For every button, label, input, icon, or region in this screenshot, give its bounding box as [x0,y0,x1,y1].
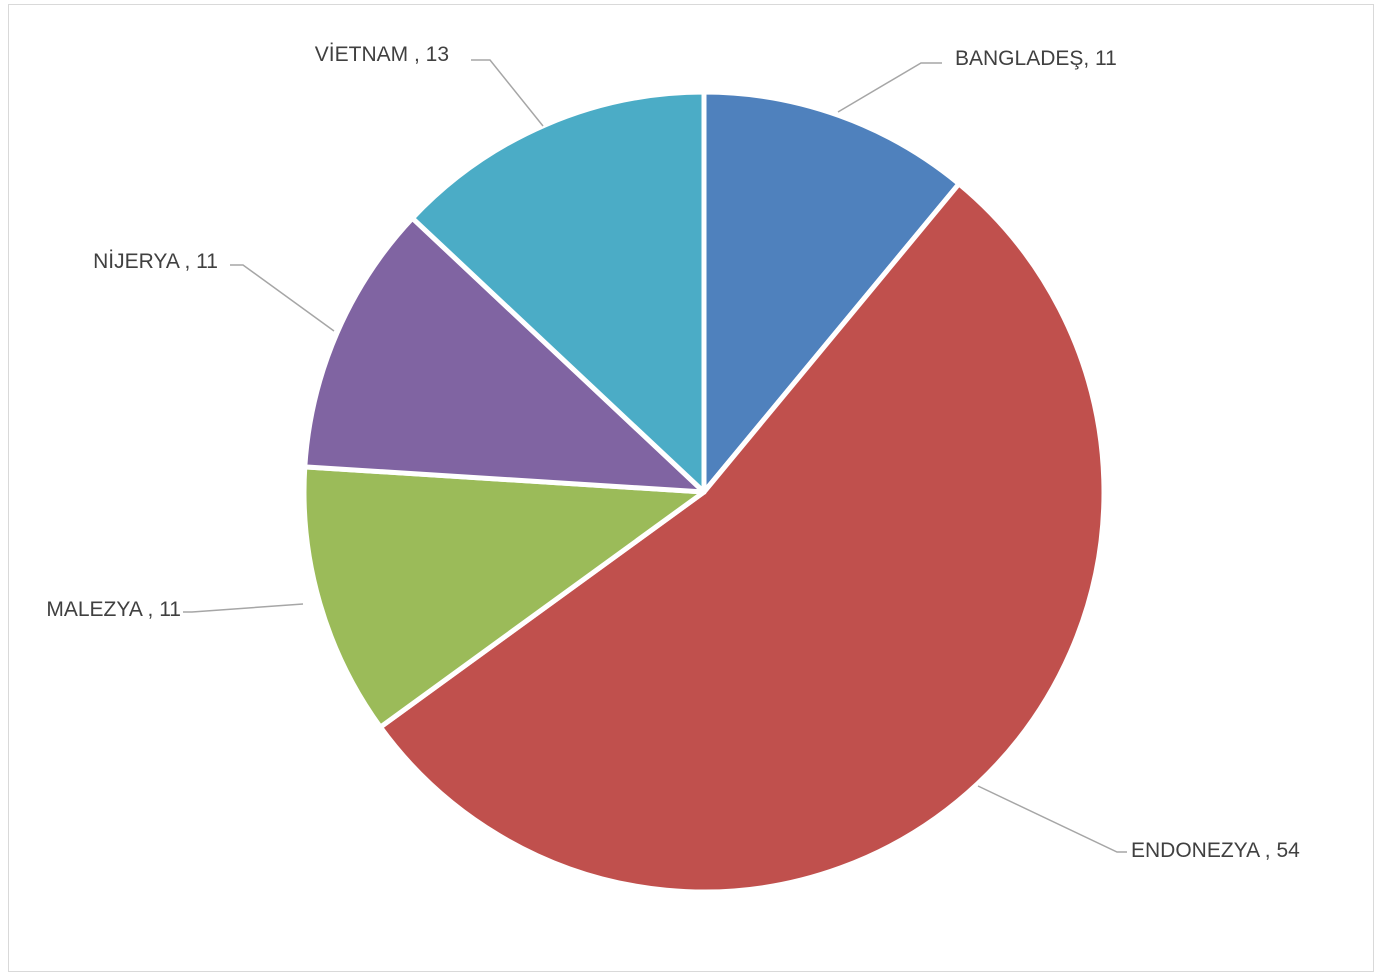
data-label-endonezya: ENDONEZYA , 54 [1131,839,1300,862]
pie-slice-vietnam [409,89,707,495]
leader-line-2 [183,603,304,613]
pie-slice-malezya [301,464,707,730]
data-label-bangladesh: BANGLADEŞ, 11 [955,47,1117,70]
data-label-nijerya: NİJERYA , 11 [93,250,218,273]
leader-line-1 [977,785,1127,853]
leader-lines [183,59,1127,853]
pie-slice-banglades [701,89,962,495]
pie-slice-nijerya [302,215,707,495]
data-label-malezya: MALEZYA , 11 [46,598,181,621]
pie-slice-endonezya [377,181,1107,895]
data-labels: BANGLADEŞ, 11 ENDONEZYA , 54 MALEZYA , 1… [46,43,1300,862]
leader-line-3 [230,264,335,332]
data-label-vietnam: VİETNAM , 13 [315,43,449,66]
leader-line-0 [837,62,942,113]
leader-line-4 [471,59,544,127]
pie-slices [301,89,1107,895]
